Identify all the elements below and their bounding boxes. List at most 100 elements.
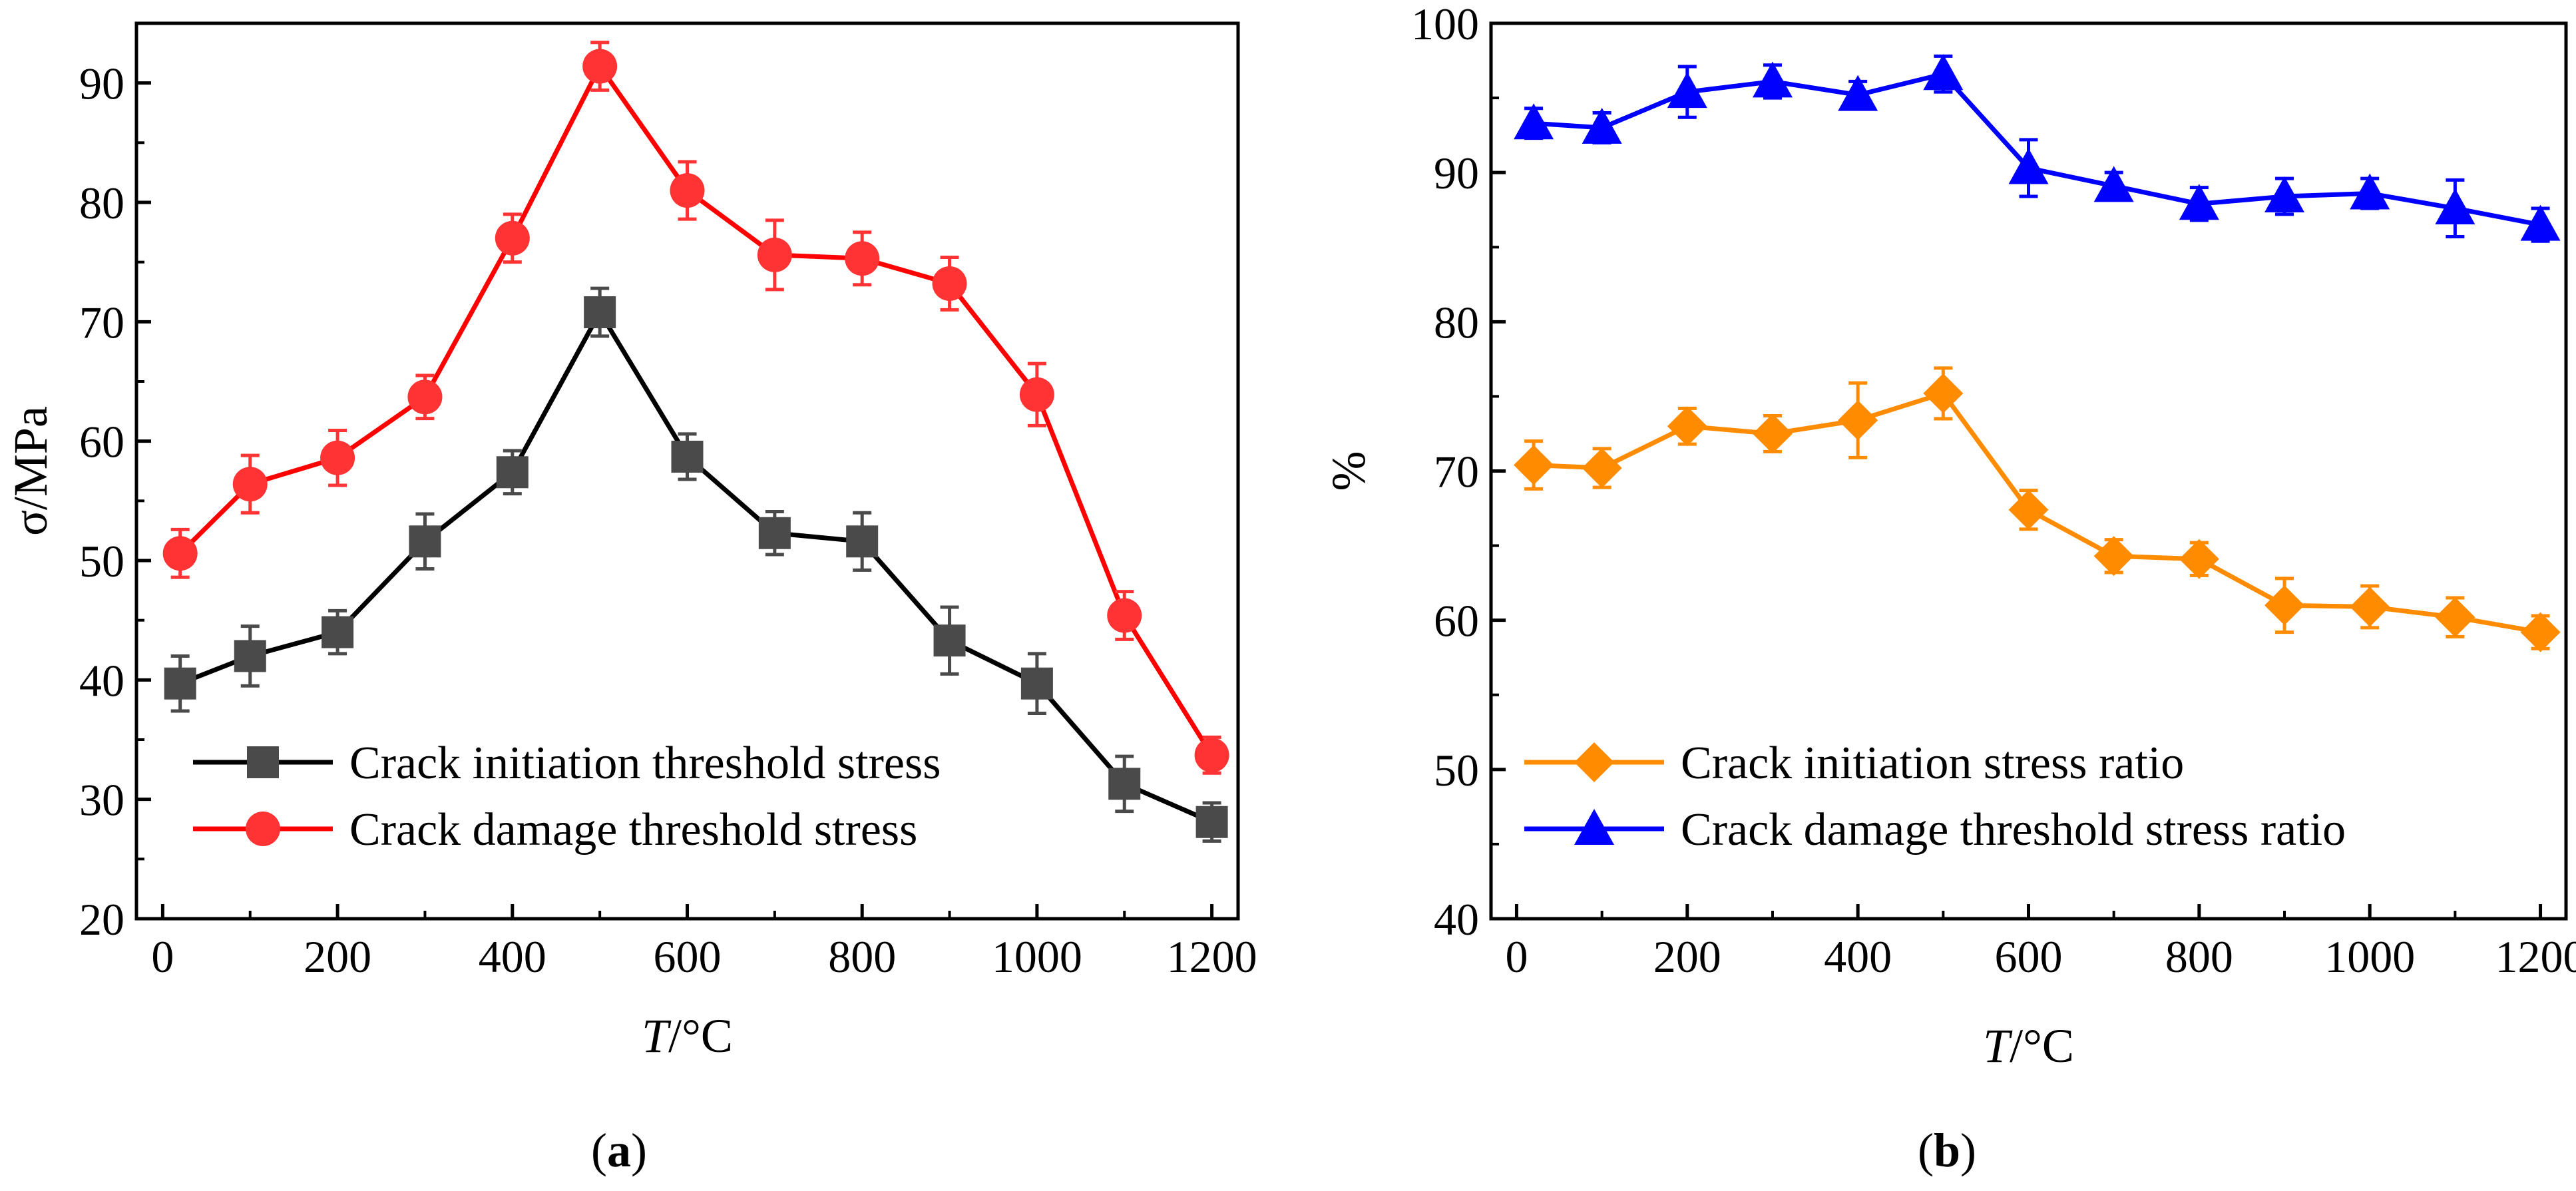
panel-label-part: ( — [591, 1124, 607, 1177]
x-tick-label: 600 — [654, 931, 722, 982]
data-point — [2350, 587, 2390, 627]
x-tick-label: 800 — [828, 931, 896, 982]
legend-item: Crack initiation threshold stress — [193, 738, 941, 789]
data-point — [670, 173, 705, 208]
data-point — [933, 624, 966, 657]
y-axis-label: σ/MPa — [4, 406, 57, 536]
data-point — [932, 266, 967, 301]
x-axis-label: T/°C — [1983, 1019, 2074, 1072]
x-tick-label: 1200 — [2495, 931, 2576, 982]
data-point — [2350, 173, 2390, 210]
y-tick-label: 80 — [1434, 297, 1479, 348]
data-point — [164, 667, 196, 700]
data-point — [1108, 768, 1141, 800]
data-point — [1019, 377, 1054, 412]
series-diamond — [1514, 366, 2561, 652]
y-tick-label: 70 — [1434, 447, 1479, 497]
y-tick-label: 30 — [79, 775, 124, 826]
data-point — [495, 220, 530, 256]
legend-label: Crack initiation stress ratio — [1681, 738, 2184, 789]
legend-label: Crack damage threshold stress — [349, 804, 917, 855]
data-point — [2520, 204, 2561, 241]
panel-label-part: ( — [1918, 1124, 1934, 1177]
legend-item: Crack initiation stress ratio — [1524, 738, 2184, 789]
x-tick-label: 0 — [151, 931, 174, 982]
series-line — [178, 64, 1214, 757]
x-tick-label: 600 — [1995, 931, 2063, 982]
data-point — [232, 467, 268, 502]
data-point — [1667, 72, 1707, 109]
data-point — [1838, 400, 1878, 441]
y-tick-label: 40 — [79, 655, 124, 706]
y-tick-label: 60 — [79, 417, 124, 467]
data-point — [1923, 373, 1964, 413]
data-point — [846, 525, 879, 558]
x-axis-label-variable: T — [1983, 1019, 2013, 1072]
y-tick-label: 80 — [79, 178, 124, 228]
data-point — [2264, 585, 2305, 626]
x-tick-label: 200 — [1653, 931, 1721, 982]
legend-marker — [1574, 809, 1614, 845]
data-point — [1194, 738, 1229, 773]
series-circle — [162, 41, 1229, 775]
data-point — [582, 49, 618, 84]
x-axis-label: T/°C — [642, 1009, 733, 1063]
data-point — [2008, 148, 2049, 184]
data-point — [758, 517, 791, 549]
x-axis-label-unit: /°C — [2010, 1019, 2074, 1072]
data-point — [2520, 612, 2561, 652]
legend-marker — [247, 746, 279, 778]
data-point — [1752, 413, 1793, 454]
data-point — [162, 536, 198, 571]
data-point — [2008, 489, 2049, 530]
panel-b: 0 200 400 600 800 1000 1200 40 50 60 70 80 90 100 T/°C… — [1322, 0, 2576, 1177]
y-tick-label: 20 — [79, 894, 124, 945]
data-point — [1752, 61, 1793, 98]
data-point — [2435, 597, 2475, 638]
legend-marker — [1574, 742, 1614, 782]
data-point — [1582, 107, 1622, 144]
x-tick-label: 400 — [1824, 931, 1892, 982]
series-triangle — [1514, 54, 2561, 243]
x-axis-label-variable: T — [642, 1009, 672, 1063]
data-point — [845, 241, 880, 276]
data-point — [1838, 75, 1878, 111]
y-tick-label: 50 — [79, 536, 124, 587]
data-point — [1107, 598, 1142, 633]
panel-a: 0 200 400 600 800 1000 1200 20 30 40 50 60 70 80 90 T/°… — [4, 21, 1257, 1177]
data-point — [234, 640, 266, 672]
x-tick-label: 0 — [1505, 931, 1528, 982]
data-point — [1667, 406, 1707, 447]
data-point — [2093, 166, 2134, 202]
panel-label-part: a — [607, 1124, 631, 1177]
data-point — [496, 456, 529, 489]
data-point — [409, 525, 441, 558]
y-axis-label: % — [1322, 451, 1375, 491]
legend-marker — [246, 812, 280, 846]
y-tick-label: 70 — [79, 297, 124, 348]
data-point — [1514, 445, 1554, 485]
x-tick-label: 200 — [304, 931, 371, 982]
x-tick-label: 1200 — [1167, 931, 1257, 982]
data-point — [2179, 539, 2219, 579]
legend-item: Crack damage threshold stress ratio — [1524, 804, 2346, 855]
series-square — [164, 286, 1228, 843]
data-point — [1923, 54, 1964, 91]
data-point — [1020, 667, 1053, 700]
y-tick-label: 100 — [1411, 0, 1479, 49]
data-point — [671, 440, 704, 473]
legend-label: Crack damage threshold stress ratio — [1681, 804, 2346, 855]
panel-label-part: ) — [1960, 1124, 1976, 1177]
x-tick-label: 1000 — [2324, 931, 2415, 982]
x-tick-label: 800 — [2165, 931, 2233, 982]
y-tick-label: 90 — [1434, 148, 1479, 198]
data-point — [1582, 448, 1622, 489]
legend-label: Crack initiation threshold stress — [349, 738, 941, 789]
data-point — [2093, 536, 2134, 577]
data-point — [320, 440, 355, 475]
x-tick-label: 400 — [479, 931, 546, 982]
panel-label: (a) — [591, 1124, 647, 1177]
data-point — [757, 237, 792, 272]
data-point — [2264, 176, 2305, 213]
